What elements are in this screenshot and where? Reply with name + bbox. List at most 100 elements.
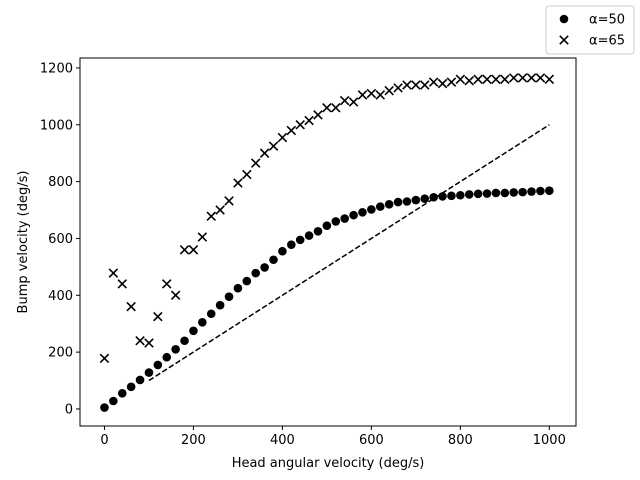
y-tick-label: 400 <box>48 289 73 304</box>
alpha50-point <box>482 189 492 198</box>
legend-items: α=50 α=65 <box>559 13 625 49</box>
alpha50-point <box>135 375 145 385</box>
alpha50-point <box>260 263 269 272</box>
alpha50-point <box>313 227 323 236</box>
alpha65-point <box>437 78 448 89</box>
alpha50-point <box>215 300 225 310</box>
alpha65-point <box>482 74 492 85</box>
alpha50-point <box>402 197 412 206</box>
alpha50-point <box>242 276 252 286</box>
alpha50-point <box>171 344 180 354</box>
alpha65-point <box>339 95 350 106</box>
alpha50-point <box>162 352 172 362</box>
alpha65-point <box>295 120 305 130</box>
reference-dashed-line <box>148 124 550 382</box>
alpha65-point <box>455 74 466 85</box>
y-axis-label: Bump velocity (deg/s) <box>16 171 31 314</box>
alpha65-point <box>491 74 501 85</box>
alpha65-point <box>535 73 546 83</box>
alpha50-point <box>509 188 519 197</box>
alpha65-point <box>188 245 199 255</box>
alpha65-point <box>517 73 528 83</box>
alpha65-point <box>153 311 163 322</box>
alpha65-point <box>277 132 288 143</box>
alpha65-point <box>126 301 136 312</box>
alpha50-point <box>491 188 501 198</box>
alpha50-point <box>109 396 118 406</box>
alpha65-point <box>446 77 457 87</box>
alpha65-point <box>419 80 430 90</box>
alpha50-point <box>340 214 349 223</box>
alpha65-point <box>215 205 225 215</box>
alpha65-point <box>224 196 234 206</box>
alpha50-point <box>393 197 403 207</box>
alpha50-point <box>384 200 394 209</box>
alpha50-point <box>295 235 305 245</box>
y-tick-label: 1200 <box>40 61 73 76</box>
alpha65-point <box>357 90 368 100</box>
alpha50-point <box>144 368 154 377</box>
alpha50-point <box>349 210 358 220</box>
x-axis-ticks: 0 200 400 600 800 1000 <box>100 426 566 448</box>
alpha50-point <box>206 309 216 319</box>
alpha50-point <box>375 202 385 211</box>
y-axis-ticks: 0 200 400 600 800 1000 1200 <box>40 61 80 417</box>
alpha65-point <box>242 169 252 180</box>
alpha50-point <box>456 190 465 200</box>
alpha50-point <box>536 186 545 196</box>
alpha65-point <box>233 178 243 188</box>
alpha65-point <box>161 279 172 289</box>
x-tick-label: 1000 <box>533 433 566 448</box>
alpha50-point <box>269 255 278 265</box>
legend-marker-alpha65 <box>559 35 569 45</box>
alpha65-point <box>508 73 519 83</box>
alpha50-point <box>278 246 287 256</box>
alpha65-point <box>304 115 314 126</box>
alpha65-point <box>99 353 110 364</box>
alpha65-point <box>366 88 377 99</box>
alpha50-point <box>411 195 421 205</box>
alpha65-point <box>259 148 270 158</box>
x-tick-label: 0 <box>100 433 108 448</box>
alpha65-point <box>411 80 421 90</box>
alpha65-point <box>170 290 181 301</box>
alpha50-point <box>518 187 527 197</box>
x-axis-label: Head angular velocity (deg/s) <box>232 456 425 471</box>
alpha65-point <box>384 85 394 96</box>
alpha50-point <box>251 268 261 278</box>
alpha65-point <box>268 141 279 151</box>
x-tick-label: 400 <box>270 433 295 448</box>
alpha50-point <box>331 217 341 226</box>
alpha50-point <box>420 194 430 203</box>
alpha50-point <box>473 189 483 199</box>
alpha50-point <box>180 336 189 346</box>
alpha65-point <box>473 74 483 85</box>
plot-area-frame <box>79 57 577 427</box>
alpha65-point <box>197 232 208 242</box>
alpha65-point <box>250 158 261 168</box>
alpha65-point <box>322 102 332 113</box>
alpha65-point <box>286 125 297 136</box>
alpha50-point <box>545 186 554 196</box>
alpha50-point <box>100 403 109 412</box>
alpha65-point <box>393 83 403 93</box>
alpha50-point <box>287 240 296 249</box>
y-tick-label: 1000 <box>40 118 73 133</box>
alpha65-point <box>526 73 537 83</box>
alpha65-point <box>500 74 510 85</box>
alpha50-point <box>322 221 332 230</box>
y-tick-label: 200 <box>48 346 73 361</box>
legend: α=50 α=65 <box>545 5 635 55</box>
alpha65-point <box>135 335 145 346</box>
alpha50-point <box>438 192 447 201</box>
alpha50-point <box>189 326 198 336</box>
alpha50-point <box>198 317 207 327</box>
y-tick-label: 800 <box>48 175 73 190</box>
alpha50-point <box>304 231 314 240</box>
alpha65-point <box>428 77 439 87</box>
alpha50-point <box>500 188 510 198</box>
y-tick-label: 0 <box>65 402 73 417</box>
legend-label: α=50 <box>589 13 625 28</box>
alpha65-point <box>179 245 190 255</box>
legend-marker-alpha50 <box>559 14 569 24</box>
